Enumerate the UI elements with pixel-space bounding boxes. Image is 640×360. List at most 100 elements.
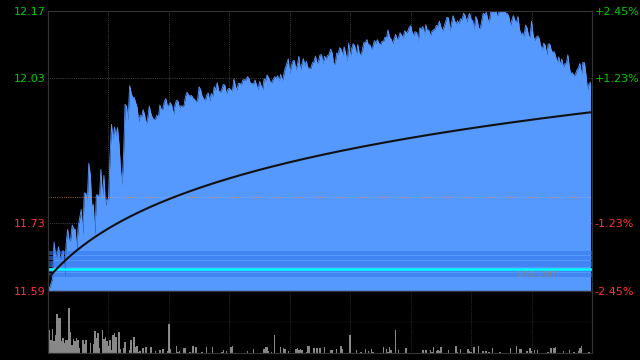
Bar bbox=[114, 333, 115, 353]
Bar bbox=[287, 351, 289, 353]
Bar bbox=[531, 351, 532, 353]
Bar bbox=[230, 347, 232, 353]
Bar bbox=[109, 340, 111, 353]
Bar bbox=[179, 351, 180, 353]
Bar bbox=[319, 348, 321, 353]
Bar bbox=[483, 351, 484, 353]
Bar bbox=[295, 348, 296, 353]
Bar bbox=[265, 347, 266, 353]
Bar bbox=[448, 350, 449, 353]
Bar bbox=[221, 352, 223, 353]
Bar bbox=[367, 351, 369, 353]
Bar bbox=[68, 309, 70, 353]
Bar bbox=[105, 337, 106, 353]
Bar bbox=[47, 325, 49, 353]
Bar bbox=[64, 343, 65, 353]
Bar bbox=[83, 343, 85, 353]
Bar bbox=[55, 335, 56, 353]
Bar bbox=[383, 347, 384, 353]
Bar bbox=[58, 319, 60, 353]
Bar bbox=[405, 348, 407, 353]
Bar bbox=[99, 348, 100, 353]
Bar bbox=[90, 343, 91, 353]
Bar bbox=[433, 347, 434, 353]
Bar bbox=[189, 352, 191, 353]
Bar bbox=[225, 351, 227, 353]
Bar bbox=[588, 352, 589, 353]
Bar bbox=[202, 352, 203, 353]
Bar bbox=[73, 339, 74, 353]
Bar bbox=[52, 329, 53, 353]
Bar bbox=[166, 351, 168, 353]
Bar bbox=[192, 346, 194, 353]
Bar bbox=[70, 332, 72, 353]
Bar bbox=[136, 346, 138, 353]
Bar bbox=[579, 348, 580, 353]
Bar bbox=[547, 352, 549, 353]
Bar bbox=[61, 341, 62, 353]
Bar bbox=[355, 350, 357, 353]
Bar bbox=[77, 340, 79, 353]
Bar bbox=[568, 350, 570, 353]
Bar bbox=[135, 347, 136, 353]
Bar bbox=[176, 346, 177, 353]
Bar bbox=[274, 335, 275, 353]
Bar bbox=[185, 348, 186, 353]
Bar bbox=[246, 351, 248, 353]
Bar bbox=[62, 338, 64, 353]
Bar bbox=[268, 351, 269, 353]
Bar bbox=[123, 348, 124, 353]
Bar bbox=[573, 352, 575, 353]
Bar bbox=[74, 341, 76, 353]
Bar bbox=[72, 345, 73, 353]
Bar bbox=[563, 351, 564, 353]
Bar bbox=[103, 339, 105, 353]
Bar bbox=[365, 349, 366, 353]
Bar bbox=[79, 348, 81, 353]
Bar bbox=[195, 347, 197, 353]
Bar bbox=[460, 349, 461, 353]
Bar bbox=[360, 352, 362, 353]
Bar bbox=[324, 347, 325, 353]
Bar bbox=[499, 352, 500, 353]
Text: sina.com: sina.com bbox=[516, 269, 560, 279]
Bar bbox=[509, 348, 511, 353]
Bar bbox=[93, 344, 94, 353]
Bar bbox=[431, 351, 433, 353]
Bar bbox=[488, 352, 490, 353]
Bar bbox=[106, 341, 108, 353]
Bar bbox=[469, 351, 470, 353]
Bar bbox=[150, 347, 152, 353]
Bar bbox=[371, 350, 372, 353]
Bar bbox=[429, 350, 431, 353]
Bar bbox=[457, 352, 458, 353]
Bar bbox=[82, 340, 83, 353]
Bar bbox=[133, 337, 135, 353]
Bar bbox=[85, 341, 86, 353]
Bar bbox=[154, 351, 156, 353]
Bar bbox=[336, 349, 337, 353]
Bar bbox=[395, 330, 396, 353]
Bar bbox=[474, 347, 475, 353]
Bar bbox=[300, 349, 301, 353]
Bar bbox=[529, 348, 531, 353]
Bar bbox=[271, 352, 273, 353]
Bar bbox=[111, 350, 112, 353]
Bar bbox=[76, 338, 77, 353]
Bar bbox=[467, 349, 469, 353]
Bar bbox=[120, 349, 122, 353]
Bar bbox=[131, 340, 132, 353]
Bar bbox=[580, 346, 582, 353]
Bar bbox=[537, 350, 538, 353]
Bar bbox=[518, 349, 520, 353]
Bar bbox=[49, 330, 51, 353]
Bar bbox=[60, 318, 61, 353]
Bar bbox=[534, 351, 535, 353]
Bar bbox=[340, 346, 342, 353]
Bar bbox=[124, 342, 126, 353]
Bar bbox=[478, 346, 479, 353]
Bar bbox=[118, 332, 120, 353]
Bar bbox=[398, 350, 399, 353]
Bar bbox=[555, 347, 557, 353]
Bar bbox=[177, 352, 179, 353]
